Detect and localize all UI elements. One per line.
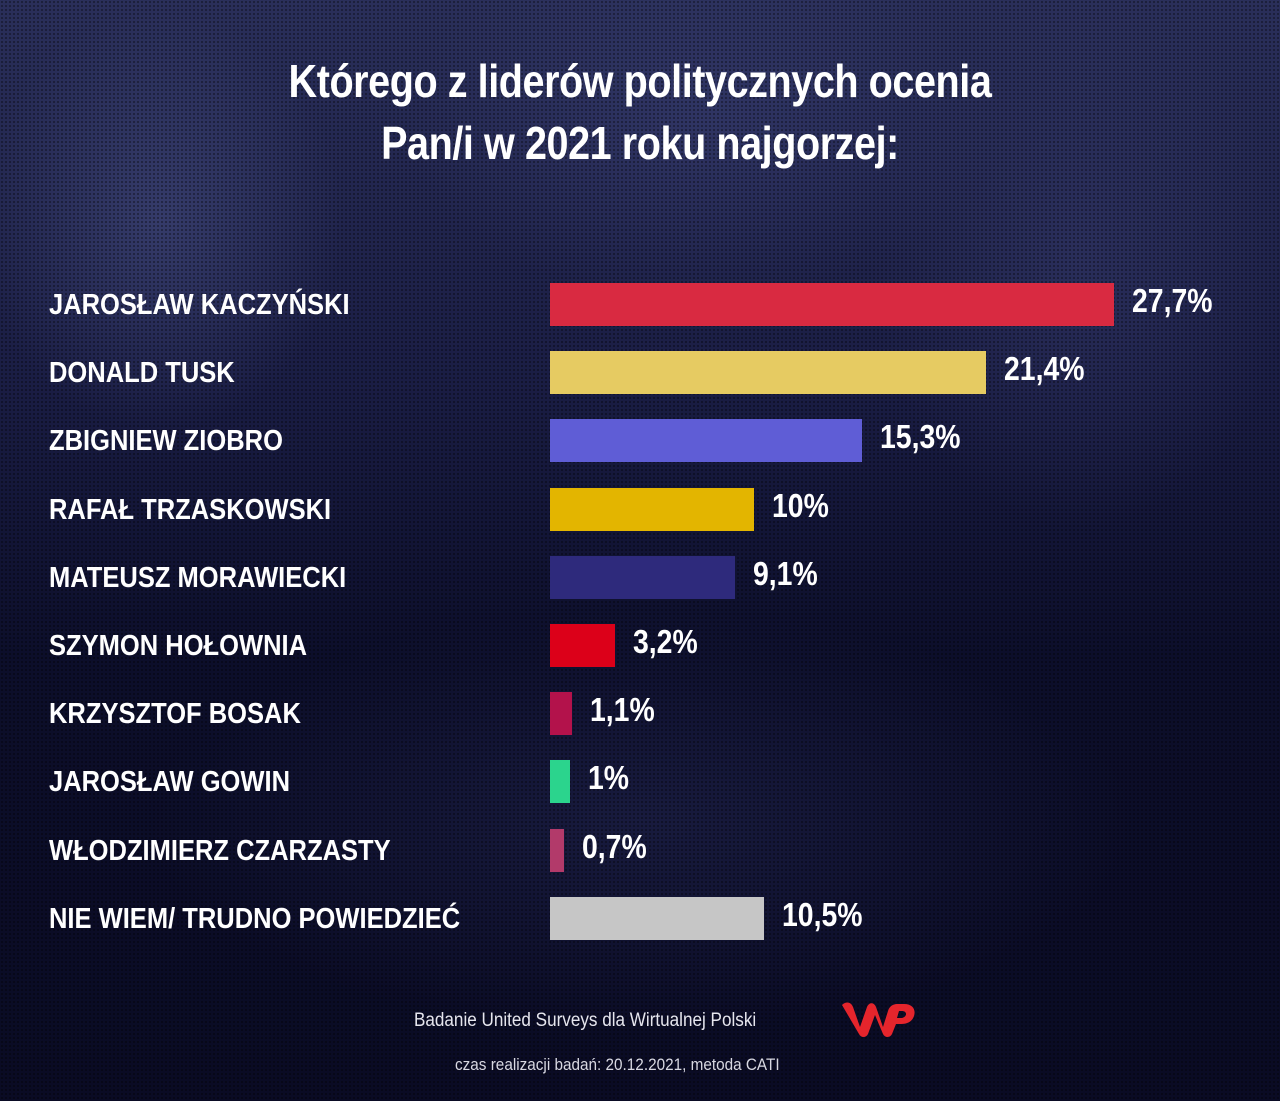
bar	[550, 487, 754, 531]
bar	[550, 896, 764, 940]
chart-row: MATEUSZ MORAWIECKI 9,1%	[0, 554, 1280, 600]
bar	[550, 283, 1114, 326]
chart-title-line-1: Którego z liderów politycznych ocenia	[288, 55, 992, 107]
bar	[550, 624, 616, 667]
chart-row: NIE WIEM/ TRUDNO POWIEDZIEĆ 10,5%	[0, 895, 1280, 941]
chart-row: JAROSŁAW GOWIN 1%	[0, 759, 1280, 804]
bar	[550, 419, 862, 463]
bar	[550, 351, 986, 395]
category-label: ZBIGNIEW ZIOBRO	[49, 425, 283, 458]
chart-row: KRZYSZTOF BOSAK 1,1%	[0, 691, 1280, 736]
category-label: RAFAŁ TRZASKOWSKI	[49, 493, 332, 526]
category-label: JAROSŁAW GOWIN	[49, 766, 291, 799]
chart-row: JAROSŁAW KACZYŃSKI 27,7%	[0, 282, 1280, 327]
bar	[550, 555, 736, 599]
category-label: MATEUSZ MORAWIECKI	[49, 561, 347, 594]
value-label: 15,3%	[879, 418, 960, 456]
value-label: 3,2%	[633, 623, 698, 660]
method-note: czas realizacji badań: 20.12.2021, metod…	[455, 1055, 780, 1074]
category-label: NIE WIEM/ TRUDNO POWIEDZIEĆ	[49, 902, 461, 935]
category-label: WŁODZIMIERZ CZARZASTY	[49, 834, 391, 867]
value-label: 27,7%	[1131, 282, 1213, 319]
category-label: KRZYSZTOF BOSAK	[49, 698, 301, 731]
chart-row: DONALD TUSK 21,4%	[0, 350, 1280, 395]
wp-logo-icon	[842, 1002, 915, 1037]
value-label: 10%	[771, 486, 829, 524]
bar	[550, 828, 565, 872]
value-label: 0,7%	[582, 827, 647, 865]
value-label: 9,1%	[753, 554, 818, 592]
chart-title-line-2: Pan/i w 2021 roku najgorzej:	[381, 117, 899, 169]
category-label: JAROSŁAW KACZYŃSKI	[49, 289, 350, 321]
source-note: Badanie United Surveys dla Wirtualnej Po…	[414, 1010, 757, 1031]
value-label: 21,4%	[1003, 350, 1085, 388]
category-label: DONALD TUSK	[49, 357, 235, 390]
chart-row: ZBIGNIEW ZIOBRO 15,3%	[0, 418, 1280, 463]
chart-row: SZYMON HOŁOWNIA 3,2%	[0, 623, 1280, 668]
chart-title: Którego z liderów politycznych ocenia Pa…	[90, 50, 1191, 174]
bar	[550, 760, 571, 804]
value-label: 1%	[588, 759, 630, 797]
chart-row: RAFAŁ TRZASKOWSKI 10%	[0, 486, 1280, 532]
category-label: SZYMON HOŁOWNIA	[49, 630, 308, 662]
bar	[550, 692, 573, 736]
chart-row: WŁODZIMIERZ CZARZASTY 0,7%	[0, 827, 1280, 873]
value-label: 10,5%	[781, 895, 863, 933]
value-label: 1,1%	[590, 691, 656, 729]
